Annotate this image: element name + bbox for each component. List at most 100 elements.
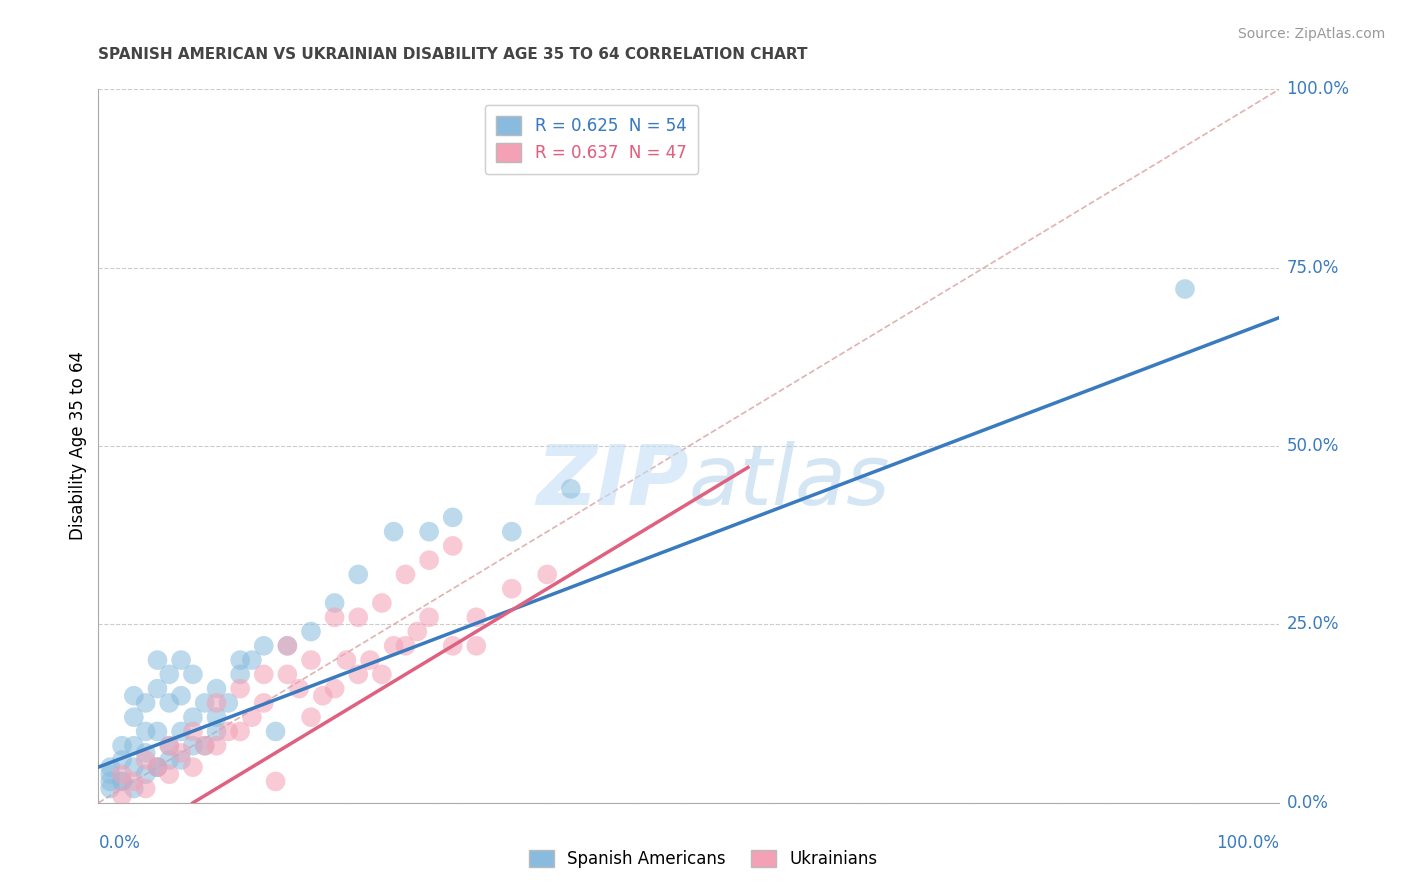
Point xyxy=(157,696,180,710)
Point xyxy=(170,746,193,760)
Point xyxy=(217,696,239,710)
Point xyxy=(264,724,287,739)
Point xyxy=(205,710,228,724)
Text: 0.0%: 0.0% xyxy=(1286,794,1329,812)
Point xyxy=(501,582,523,596)
Point xyxy=(264,774,287,789)
Text: atlas: atlas xyxy=(689,442,890,522)
Point xyxy=(560,482,582,496)
Point xyxy=(98,781,121,796)
Point xyxy=(122,689,145,703)
Text: 75.0%: 75.0% xyxy=(1286,259,1339,277)
Point xyxy=(146,653,169,667)
Point xyxy=(347,610,370,624)
Point xyxy=(157,753,180,767)
Point xyxy=(181,667,204,681)
Point xyxy=(157,767,180,781)
Point xyxy=(323,610,346,624)
Point xyxy=(122,774,145,789)
Point xyxy=(441,639,464,653)
Point xyxy=(170,724,193,739)
Point xyxy=(382,639,405,653)
Point xyxy=(465,610,488,624)
Point xyxy=(335,653,357,667)
Text: 100.0%: 100.0% xyxy=(1286,80,1350,98)
Point xyxy=(382,524,405,539)
Point xyxy=(347,667,370,681)
Point xyxy=(146,760,169,774)
Point xyxy=(465,639,488,653)
Point xyxy=(276,667,298,681)
Point xyxy=(394,639,416,653)
Point xyxy=(135,781,157,796)
Text: 100.0%: 100.0% xyxy=(1216,834,1279,852)
Point xyxy=(229,667,252,681)
Text: Source: ZipAtlas.com: Source: ZipAtlas.com xyxy=(1237,27,1385,41)
Point xyxy=(135,724,157,739)
Point xyxy=(181,724,204,739)
Point xyxy=(501,524,523,539)
Legend: Spanish Americans, Ukrainians: Spanish Americans, Ukrainians xyxy=(522,843,884,875)
Point xyxy=(170,653,193,667)
Point xyxy=(359,653,381,667)
Point xyxy=(98,774,121,789)
Text: 50.0%: 50.0% xyxy=(1286,437,1339,455)
Point xyxy=(157,667,180,681)
Point xyxy=(170,753,193,767)
Point xyxy=(98,767,121,781)
Point xyxy=(111,767,134,781)
Point xyxy=(394,567,416,582)
Point xyxy=(194,739,217,753)
Point xyxy=(111,789,134,803)
Point xyxy=(240,653,263,667)
Point xyxy=(299,710,322,724)
Point xyxy=(181,760,204,774)
Point xyxy=(323,596,346,610)
Text: 0.0%: 0.0% xyxy=(98,834,141,852)
Point xyxy=(1174,282,1197,296)
Point xyxy=(323,681,346,696)
Point xyxy=(299,624,322,639)
Point xyxy=(418,553,440,567)
Point xyxy=(240,710,263,724)
Text: 25.0%: 25.0% xyxy=(1286,615,1339,633)
Point xyxy=(181,739,204,753)
Point xyxy=(122,710,145,724)
Point xyxy=(441,510,464,524)
Point xyxy=(111,753,134,767)
Point xyxy=(135,767,157,781)
Point xyxy=(122,760,145,774)
Point xyxy=(170,689,193,703)
Point xyxy=(205,724,228,739)
Point xyxy=(288,681,311,696)
Point xyxy=(135,753,157,767)
Point xyxy=(205,696,228,710)
Point xyxy=(122,739,145,753)
Point xyxy=(276,639,298,653)
Point xyxy=(146,724,169,739)
Point xyxy=(98,760,121,774)
Point xyxy=(253,639,276,653)
Point xyxy=(111,774,134,789)
Point xyxy=(418,524,440,539)
Point xyxy=(441,539,464,553)
Point xyxy=(229,724,252,739)
Point xyxy=(229,681,252,696)
Point xyxy=(146,760,169,774)
Point xyxy=(205,681,228,696)
Point xyxy=(111,739,134,753)
Point xyxy=(229,653,252,667)
Point xyxy=(111,774,134,789)
Point xyxy=(371,596,394,610)
Point xyxy=(135,696,157,710)
Text: ZIP: ZIP xyxy=(536,442,689,522)
Point xyxy=(217,724,239,739)
Point xyxy=(406,624,429,639)
Point xyxy=(299,653,322,667)
Point xyxy=(181,710,204,724)
Point xyxy=(276,639,298,653)
Point xyxy=(194,739,217,753)
Point xyxy=(122,781,145,796)
Point xyxy=(157,739,180,753)
Point xyxy=(205,739,228,753)
